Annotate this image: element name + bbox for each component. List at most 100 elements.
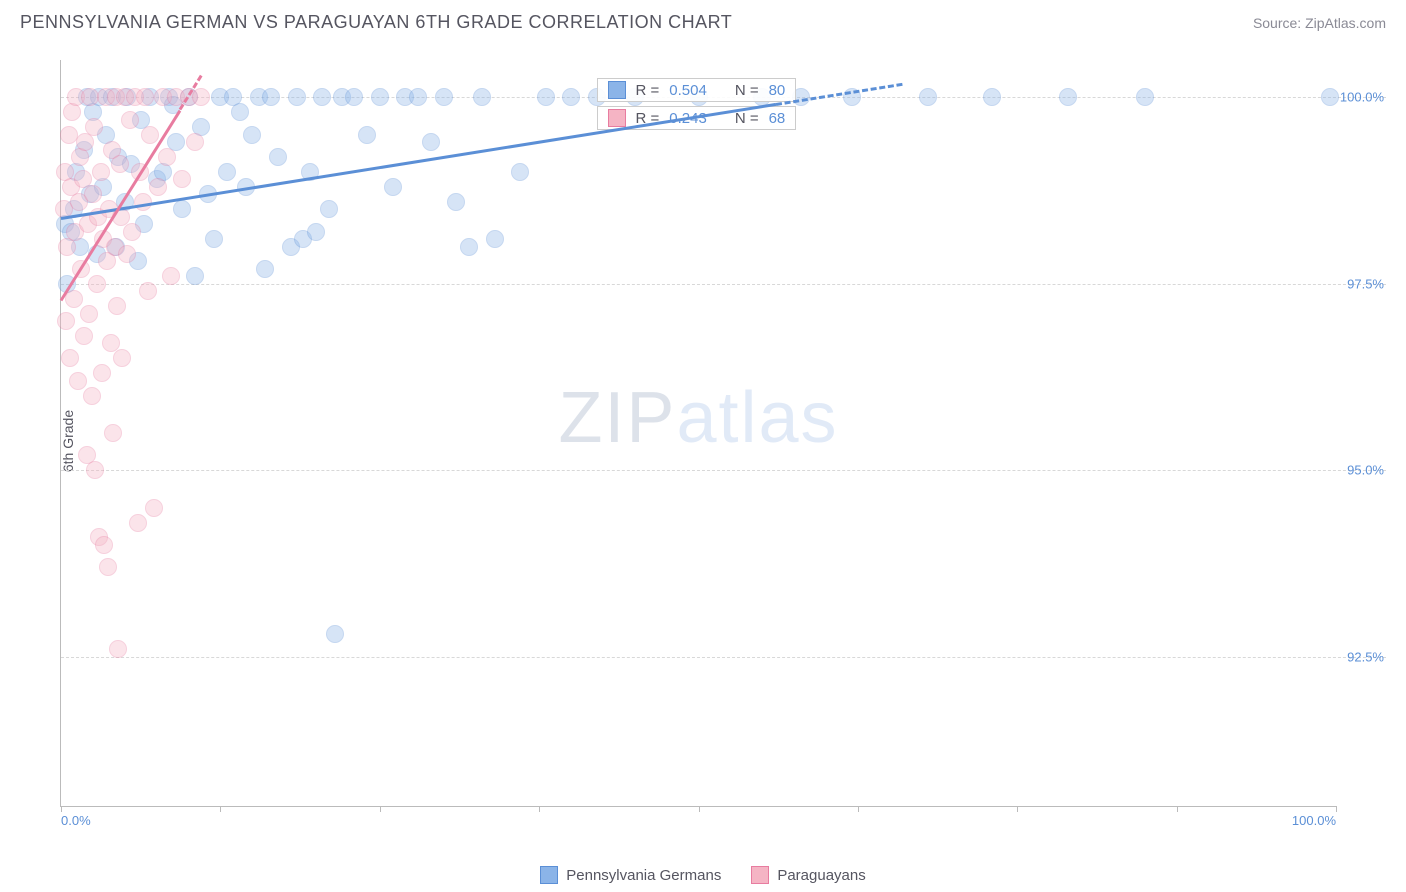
data-point <box>256 260 274 278</box>
data-point <box>1136 88 1154 106</box>
data-point <box>121 111 139 129</box>
data-point <box>371 88 389 106</box>
data-point <box>1321 88 1339 106</box>
source-label: Source: ZipAtlas.com <box>1253 15 1386 31</box>
data-point <box>486 230 504 248</box>
chart-area: 6th Grade ZIPatlas 100.0%97.5%95.0%92.5%… <box>50 50 1386 832</box>
y-tick-label: 95.0% <box>1347 463 1384 478</box>
data-point <box>307 223 325 241</box>
data-point <box>84 185 102 203</box>
bottom-legend: Pennsylvania Germans Paraguayans <box>0 866 1406 884</box>
data-point <box>269 148 287 166</box>
n-value: 80 <box>769 82 786 99</box>
legend-item-b: Paraguayans <box>751 866 865 884</box>
data-point <box>136 88 154 106</box>
data-point <box>108 297 126 315</box>
data-point <box>141 126 159 144</box>
r-value: 0.504 <box>669 82 707 99</box>
data-point <box>262 88 280 106</box>
data-point <box>104 424 122 442</box>
legend-label-a: Pennsylvania Germans <box>566 867 721 884</box>
data-point <box>460 238 478 256</box>
y-tick-label: 92.5% <box>1347 649 1384 664</box>
data-point <box>69 372 87 390</box>
data-point <box>113 349 131 367</box>
data-point <box>93 364 111 382</box>
data-point <box>218 163 236 181</box>
legend-swatch <box>608 81 626 99</box>
y-tick-label: 97.5% <box>1347 276 1384 291</box>
data-point <box>384 178 402 196</box>
data-point <box>435 88 453 106</box>
x-tick-label: 100.0% <box>1292 813 1336 828</box>
n-label: N = <box>735 82 759 99</box>
data-point <box>75 327 93 345</box>
y-tick-label: 100.0% <box>1340 90 1384 105</box>
data-point <box>205 230 223 248</box>
data-point <box>173 200 191 218</box>
legend-item-a: Pennsylvania Germans <box>540 866 721 884</box>
data-point <box>118 245 136 263</box>
x-tick <box>539 806 540 812</box>
x-tick <box>1017 806 1018 812</box>
data-point <box>186 267 204 285</box>
x-tick <box>1336 806 1337 812</box>
legend-swatch-b <box>751 866 769 884</box>
header: PENNSYLVANIA GERMAN VS PARAGUAYAN 6TH GR… <box>0 0 1406 43</box>
data-point <box>88 275 106 293</box>
data-point <box>83 387 101 405</box>
data-point <box>243 126 261 144</box>
data-point <box>60 126 78 144</box>
data-point <box>473 88 491 106</box>
data-point <box>109 640 127 658</box>
data-point <box>320 200 338 218</box>
legend-label-b: Paraguayans <box>777 867 865 884</box>
data-point <box>186 133 204 151</box>
data-point <box>92 163 110 181</box>
data-point <box>129 514 147 532</box>
data-point <box>358 126 376 144</box>
data-point <box>80 305 98 323</box>
data-point <box>231 103 249 121</box>
watermark-zip: ZIP <box>558 378 676 458</box>
data-point <box>145 499 163 517</box>
stats-legend-row: R = 0.504 N = 80 <box>597 78 797 102</box>
data-point <box>162 267 180 285</box>
legend-swatch <box>608 109 626 127</box>
data-point <box>288 88 306 106</box>
data-point <box>326 625 344 643</box>
data-point <box>158 148 176 166</box>
data-point <box>192 88 210 106</box>
r-label: R = <box>636 82 660 99</box>
n-value: 68 <box>769 110 786 127</box>
data-point <box>409 88 427 106</box>
x-tick <box>380 806 381 812</box>
data-point <box>173 170 191 188</box>
data-point <box>422 133 440 151</box>
data-point <box>919 88 937 106</box>
chart-title: PENNSYLVANIA GERMAN VS PARAGUAYAN 6TH GR… <box>20 12 732 33</box>
data-point <box>313 88 331 106</box>
x-tick <box>699 806 700 812</box>
data-point <box>511 163 529 181</box>
data-point <box>345 88 363 106</box>
data-point <box>95 536 113 554</box>
x-tick <box>858 806 859 812</box>
data-point <box>86 461 104 479</box>
watermark-atlas: atlas <box>676 378 838 458</box>
data-point <box>1059 88 1077 106</box>
gridline <box>61 284 1386 285</box>
watermark: ZIPatlas <box>558 377 838 459</box>
x-tick <box>61 806 62 812</box>
gridline <box>61 470 1386 471</box>
gridline <box>61 657 1386 658</box>
data-point <box>562 88 580 106</box>
x-tick <box>1177 806 1178 812</box>
data-point <box>61 349 79 367</box>
data-point <box>983 88 1001 106</box>
data-point <box>57 312 75 330</box>
plot-region: ZIPatlas 100.0%97.5%95.0%92.5%0.0%100.0%… <box>60 60 1336 807</box>
data-point <box>149 178 167 196</box>
data-point <box>447 193 465 211</box>
data-point <box>111 155 129 173</box>
